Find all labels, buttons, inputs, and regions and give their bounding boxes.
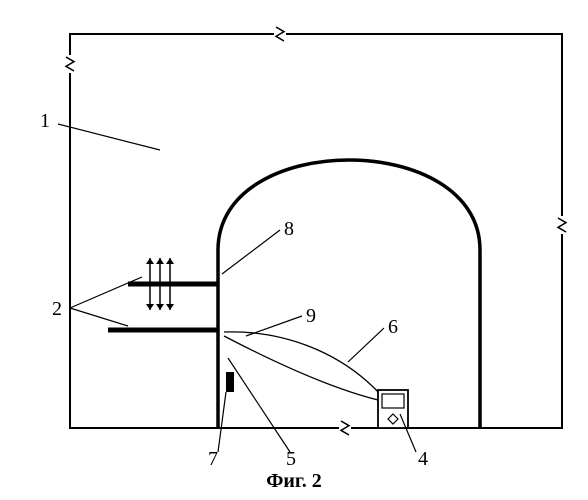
- label-6: 6: [388, 316, 398, 339]
- label-4: 4: [418, 448, 428, 471]
- label-8: 8: [284, 218, 294, 241]
- label-7: 7: [208, 448, 218, 471]
- label-5: 5: [286, 448, 296, 471]
- label-1: 1: [40, 110, 50, 133]
- label-2: 2: [52, 298, 62, 321]
- figure-caption: Фиг. 2: [0, 470, 588, 493]
- label-9: 9: [306, 305, 316, 328]
